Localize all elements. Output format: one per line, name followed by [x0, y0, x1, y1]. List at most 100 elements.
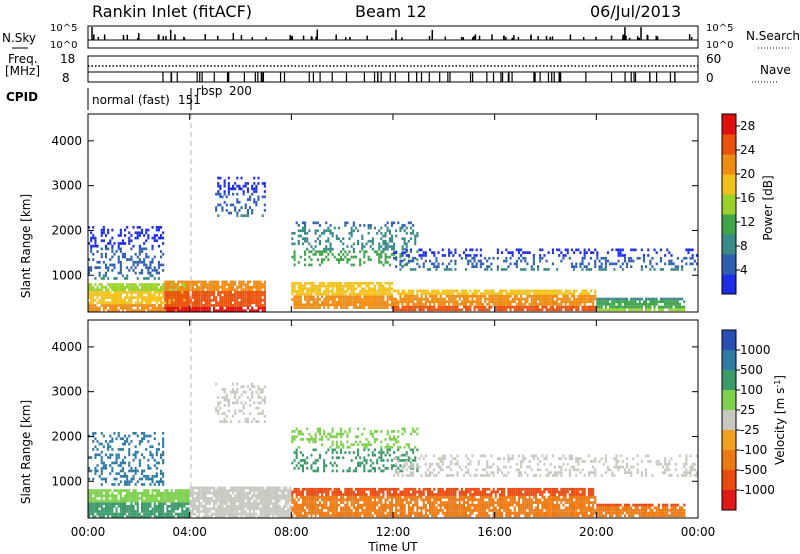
- heatmap-cell: [337, 261, 340, 264]
- heatmap-cell: [301, 306, 304, 309]
- heatmap-cell: [306, 282, 309, 285]
- heatmap-cell: [249, 291, 252, 294]
- heatmap-cell: [329, 509, 332, 512]
- heatmap-cell: [416, 506, 419, 510]
- heatmap-cell: [265, 512, 268, 516]
- heatmap-cell: [308, 511, 311, 515]
- heatmap-cell: [365, 292, 368, 296]
- heatmap-cell: [314, 490, 317, 494]
- heatmap-cell: [191, 489, 194, 492]
- heatmap-cell: [314, 501, 317, 504]
- heatmap-cell: [352, 300, 355, 304]
- heatmap-cell: [172, 288, 175, 292]
- heatmap-cell: [515, 305, 518, 309]
- heatmap-cell: [609, 308, 612, 312]
- heatmap-cell: [217, 190, 220, 193]
- heatmap-cell: [526, 297, 529, 301]
- heatmap-cell: [295, 493, 298, 496]
- heatmap-cell: [225, 298, 228, 302]
- heatmap-cell: [524, 297, 527, 301]
- heatmap-cell: [223, 494, 226, 498]
- heatmap-cell: [151, 497, 154, 500]
- heatmap-cell: [446, 265, 449, 268]
- heatmap-cell: [422, 514, 425, 518]
- heatmap-cell: [289, 489, 292, 492]
- heatmap-cell: [450, 300, 453, 304]
- heatmap-cell: [191, 502, 194, 505]
- heatmap-cell: [331, 284, 334, 288]
- heatmap-cell: [585, 251, 588, 254]
- heatmap-cell: [346, 506, 349, 510]
- heatmap-cell: [117, 288, 120, 292]
- heatmap-cell: [662, 300, 665, 304]
- heatmap-cell: [318, 234, 321, 238]
- heatmap-cell: [346, 300, 349, 304]
- heatmap-cell: [206, 296, 209, 299]
- heatmap-cell: [312, 221, 315, 225]
- heatmap-cell: [126, 306, 129, 310]
- heatmap-cell: [268, 486, 271, 490]
- heatmap-cell: [598, 308, 601, 312]
- nsearch-tick-top: 10^5: [706, 23, 733, 34]
- heatmap-cell: [329, 498, 332, 502]
- heatmap-cell: [380, 514, 383, 518]
- heatmap-cell: [111, 298, 114, 302]
- heatmap-cell: [431, 503, 434, 507]
- heatmap-cell: [382, 511, 385, 515]
- heatmap-cell: [147, 304, 150, 307]
- heatmap-cell: [117, 260, 120, 264]
- heatmap-cell: [414, 487, 417, 491]
- heatmap-cell: [259, 298, 262, 302]
- heatmap-cell: [318, 290, 321, 293]
- heatmap-cell: [539, 292, 542, 295]
- heatmap-cell: [229, 504, 232, 508]
- heatmap-cell: [213, 291, 216, 294]
- heatmap-cell: [304, 221, 307, 225]
- heatmap-cell: [213, 304, 216, 307]
- heatmap-cell: [308, 501, 311, 504]
- heatmap-cell: [327, 300, 330, 304]
- heatmap-cell: [181, 309, 184, 312]
- heatmap-cell: [170, 309, 173, 312]
- heatmap-cell: [346, 298, 349, 301]
- heatmap-cell: [189, 306, 192, 310]
- heatmap-cell: [418, 487, 421, 491]
- heatmap-cell: [238, 306, 241, 310]
- heatmap-cell: [439, 303, 442, 306]
- heatmap-cell: [304, 224, 307, 227]
- heatmap-cell: [384, 498, 387, 502]
- heatmap-cell: [422, 305, 425, 309]
- heatmap-cell: [143, 494, 146, 498]
- heatmap-cell: [422, 501, 425, 504]
- heatmap-cell: [221, 206, 224, 209]
- heatmap-cell: [187, 296, 190, 299]
- heatmap-cell: [168, 515, 171, 518]
- heatmap-cell: [232, 507, 235, 511]
- heatmap-cell: [492, 300, 495, 304]
- heatmap-cell: [344, 511, 347, 515]
- heatmap-cell: [168, 309, 171, 312]
- heatmap-cell: [382, 503, 385, 507]
- heatmap-cell: [513, 300, 516, 304]
- heatmap-cell: [130, 234, 133, 237]
- heatmap-cell: [314, 493, 317, 496]
- heatmap-cell: [539, 289, 542, 293]
- heatmap-cell: [160, 304, 163, 307]
- heatmap-cell: [498, 289, 501, 293]
- heatmap-cell: [378, 493, 381, 496]
- heatmap-cell: [109, 301, 112, 305]
- heatmap-cell: [403, 305, 406, 309]
- heatmap-cell: [450, 259, 453, 263]
- heatmap-cell: [202, 494, 205, 498]
- heatmap-cell: [630, 248, 633, 252]
- heatmap-cell: [134, 236, 137, 240]
- heatmap-cell: [111, 510, 114, 513]
- heatmap-cell: [479, 295, 482, 298]
- heatmap-cell: [513, 262, 516, 266]
- heatmap-cell: [617, 254, 620, 257]
- heatmap-cell: [371, 247, 374, 251]
- heatmap-cell: [234, 502, 237, 505]
- heatmap-cell: [119, 512, 122, 516]
- heatmap-cell: [524, 305, 527, 309]
- heatmap-cell: [416, 300, 419, 304]
